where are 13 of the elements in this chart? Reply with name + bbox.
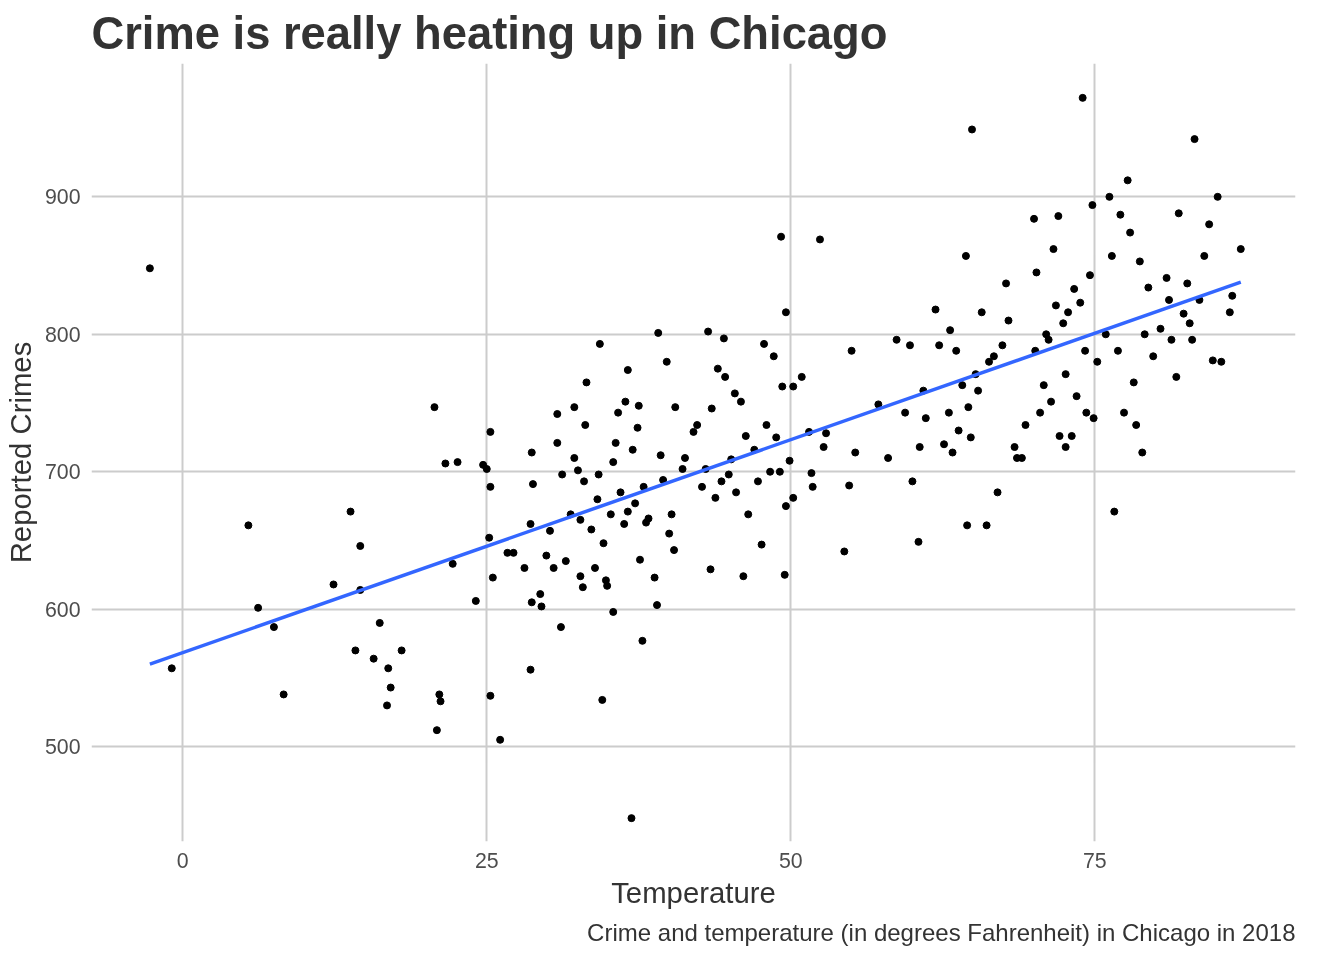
x-axis-title: Temperature [611,875,776,909]
x-tick-label: 75 [1082,848,1107,873]
text: Crime and temperature (in degrees Fahrenheit) in Chicago in 2018 [587,918,1296,946]
y-tick-label: 600 [44,597,81,622]
x-tick-label: 25 [474,848,499,873]
chart-title: Crime is really heating up in Chicago [91,7,888,59]
y-axis-title: Reported Crimes [3,341,37,564]
y-tick-label: 700 [44,460,81,485]
x-tick-label: 0 [176,848,189,873]
x-tick-label: 50 [778,848,803,873]
y-tick-label: 900 [44,185,81,210]
y-tick-label: 500 [44,735,81,760]
y-tick-label: 800 [44,322,81,347]
